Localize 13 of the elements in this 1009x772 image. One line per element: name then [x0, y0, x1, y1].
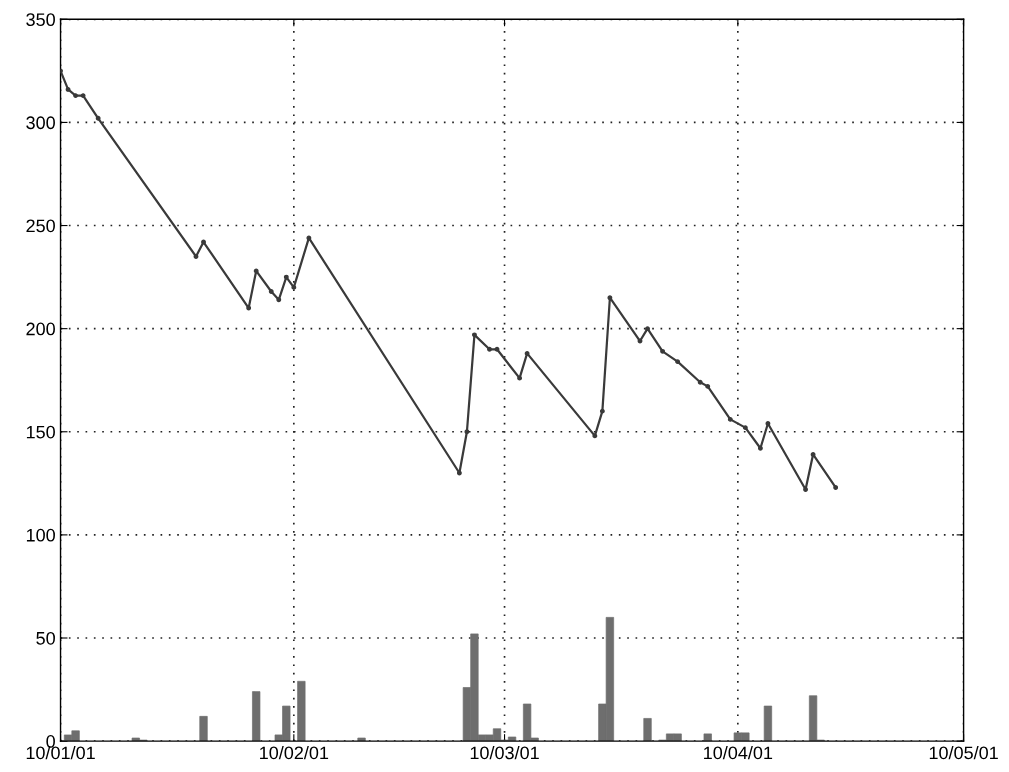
x-tick-label: 10/04/01 — [704, 745, 773, 760]
x-tick-label: 10/02/01 — [260, 745, 329, 760]
y-tick-label: 300 — [26, 116, 55, 130]
y-tick-label: 0 — [46, 735, 55, 748]
x-tick-label: 10/01/01 — [26, 745, 95, 760]
y-tick-label: 100 — [26, 528, 55, 542]
y-tick-label: 200 — [26, 322, 55, 336]
x-tick-label: 10/05/01 — [929, 745, 998, 760]
y-tick-label: 50 — [36, 631, 55, 645]
y-tick-label: 250 — [26, 219, 55, 233]
y-tick-label: 150 — [26, 425, 55, 439]
x-tick-label: 10/03/01 — [470, 745, 539, 760]
y-tick-label: 350 — [26, 13, 55, 27]
